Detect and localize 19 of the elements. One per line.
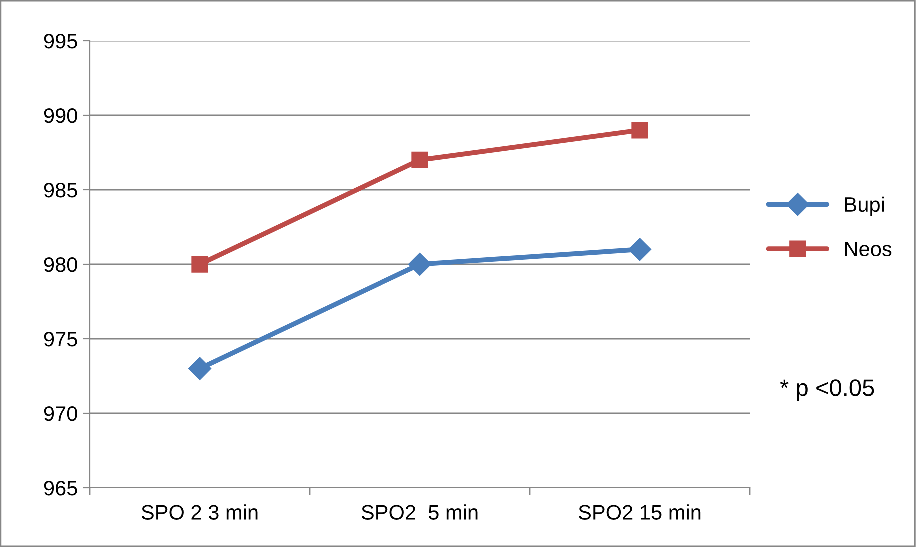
y-tick-label: 965: [44, 481, 78, 496]
point: [188, 357, 212, 380]
point: [632, 122, 648, 139]
x-tick-label: SPO 2 3 min: [142, 504, 258, 520]
point: [412, 152, 428, 169]
y-tick-label: 975: [44, 332, 78, 347]
legend-label: Bupi: [845, 196, 884, 216]
y-tick-label: 970: [44, 406, 78, 422]
legend-label: Neos: [845, 242, 892, 257]
x-tick-label: SPO2 15 min: [579, 504, 701, 520]
y-tick-label: 990: [44, 108, 78, 124]
point: [408, 253, 432, 276]
text: * p <0.05: [780, 380, 874, 402]
y-tick-label: 980: [44, 258, 78, 272]
point: [192, 256, 208, 273]
point: [628, 238, 652, 262]
y-tick-label: 995: [44, 34, 78, 49]
y-tick-label: 985: [44, 183, 78, 198]
x-tick-label: SPO2 5 min: [362, 504, 478, 520]
